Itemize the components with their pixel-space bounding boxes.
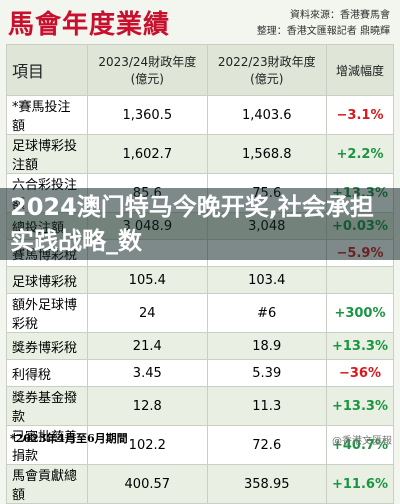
cell: 1,360.5	[87, 95, 208, 135]
title: 馬會年度業績	[8, 10, 171, 40]
table-row: 利得稅 3.45 5.39 −36%	[5, 359, 395, 387]
cell: 獎券基金撥款	[5, 386, 89, 426]
table-row: 足球博彩投注額 1,602.7 1,568.8 +2.2%	[5, 134, 395, 174]
editor: 整理：香港文匯報記者 鼎曉輝	[256, 26, 390, 37]
cell: 利得稅	[5, 359, 89, 387]
cell: 72.6	[206, 425, 327, 465]
cell: 足球博彩投注額	[5, 134, 89, 174]
cell: +300%	[325, 293, 395, 333]
cell: *賽馬投注額	[5, 95, 89, 135]
cell: 1,568.8	[206, 134, 327, 174]
footnote: *2023年4月至6月期間	[10, 432, 128, 445]
cell: 21.4	[87, 332, 208, 360]
column-header: 增減幅度	[325, 44, 395, 96]
column-header: 項目	[5, 44, 89, 96]
cell: 馬會貢獻總額	[5, 464, 89, 504]
cell: 1,403.6	[206, 95, 327, 135]
cell: 103.4	[206, 266, 327, 294]
cell: 18.9	[206, 332, 327, 360]
cell: 400.57	[87, 464, 208, 504]
cell: +13.3%	[325, 386, 395, 426]
cell: −36%	[325, 359, 395, 387]
cell: 105.4	[87, 266, 208, 294]
table-row: 額外足球博彩稅 24 #6 +300%	[5, 293, 395, 333]
cell: +13.3%	[325, 332, 395, 360]
table-row: 足球博彩稅 105.4 103.4	[5, 266, 395, 294]
cell: −3.1%	[325, 95, 395, 135]
cell	[325, 266, 395, 294]
column-header: 2022/23財政年度(億元)	[206, 44, 327, 96]
cell: 358.95	[206, 464, 327, 504]
cell: 3.45	[87, 359, 208, 387]
cell: 5.39	[206, 359, 327, 387]
cell: 11.3	[206, 386, 327, 426]
cell: 足球博彩稅	[5, 266, 89, 294]
cell: +11.6%	[325, 464, 395, 504]
cell: 1,602.7	[87, 134, 208, 174]
cell: 獎券博彩稅	[5, 332, 89, 360]
table-row: 獎券基金撥款 12.8 11.3 +13.3%	[5, 386, 395, 426]
watermark: @香港文匯報	[332, 436, 392, 447]
table-row: 馬會貢獻總額 400.57 358.95 +11.6%	[5, 464, 395, 504]
cell: 12.8	[87, 386, 208, 426]
cell: #6	[206, 293, 327, 333]
table-row: *賽馬投注額 1,360.5 1,403.6 −3.1%	[5, 95, 395, 135]
cell: +2.2%	[325, 134, 395, 174]
page: 馬會年度業績 資料來源：香港賽馬會 整理：香港文匯報記者 鼎曉輝 項目 2023/…	[0, 10, 400, 504]
cell: 額外足球博彩稅	[5, 293, 89, 333]
source: 資料來源：香港賽馬會	[290, 10, 390, 21]
column-header: 2023/24財政年度(億元)	[87, 44, 208, 96]
table-row: 獎券博彩稅 21.4 18.9 +13.3%	[5, 332, 395, 360]
overlay-text: 2024澳门特马今晚开奖,社会承担实践战略_数	[0, 188, 400, 260]
cell: 24	[87, 293, 208, 333]
